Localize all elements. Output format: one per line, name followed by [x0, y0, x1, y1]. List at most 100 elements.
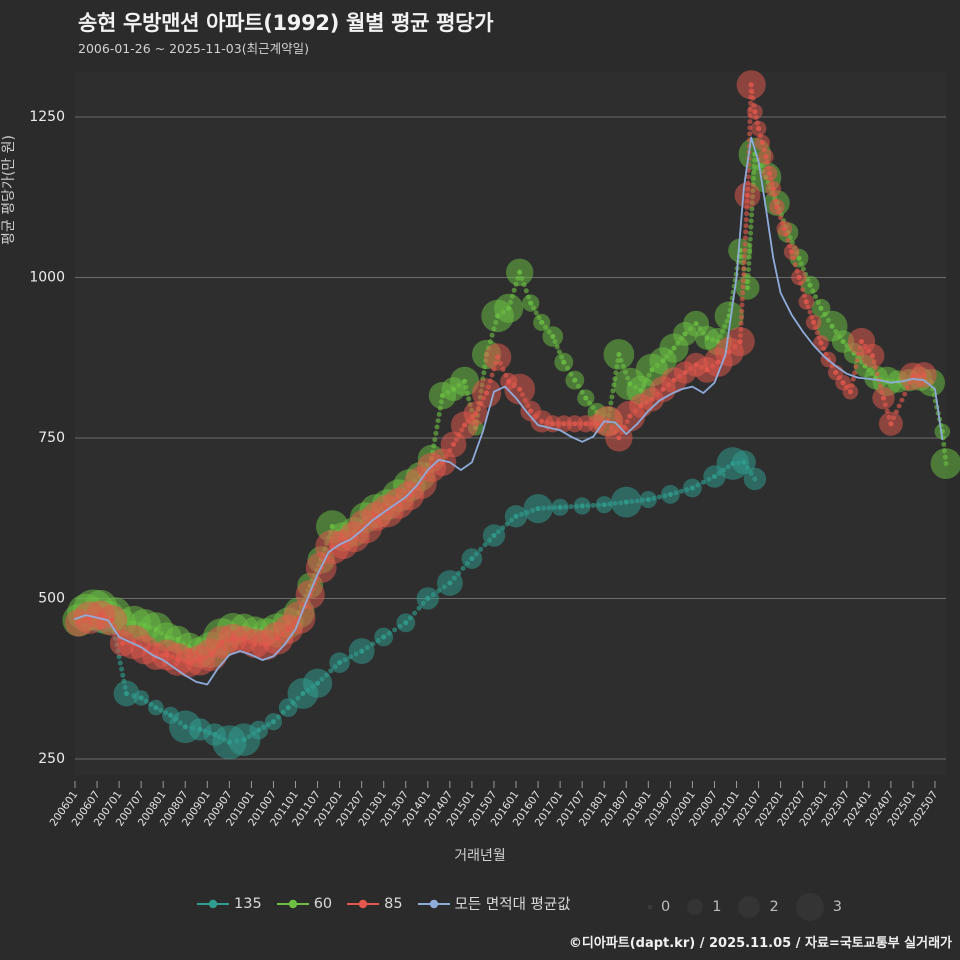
data-point-bubble[interactable] [878, 411, 903, 436]
data-point-bubble[interactable] [416, 587, 439, 610]
data-point-bubble[interactable] [872, 386, 895, 410]
x-axis-title: 거래년월 [454, 848, 506, 864]
series-85 [65, 70, 937, 678]
chart-legend: 135 60 85 모든 면적대 평균값 0 1 2 3 [0, 893, 960, 921]
data-point-bubble[interactable] [813, 335, 829, 351]
chart-header: 송현 우방맨션 아파트(1992) 월별 평균 평당가 2006-01-26 ~… [78, 8, 950, 59]
series-connector-dot [120, 672, 126, 678]
data-point-bubble[interactable] [798, 294, 815, 310]
data-point-bubble[interactable] [295, 580, 325, 610]
size-legend-item-2: 2 [738, 896, 789, 918]
series-connector-dot [747, 236, 753, 242]
legend-item-2[interactable]: 60 [276, 896, 332, 912]
data-point-bubble[interactable] [736, 70, 766, 100]
data-point-bubble[interactable] [765, 181, 782, 197]
series-connector-dot [746, 267, 751, 272]
data-point-bubble[interactable] [805, 314, 822, 331]
series-connector-dot [748, 230, 754, 236]
data-point-bubble[interactable] [329, 652, 350, 673]
data-point-bubble[interactable] [113, 680, 140, 707]
data-point-bubble[interactable] [565, 370, 585, 390]
data-point-bubble[interactable] [714, 301, 744, 331]
data-point-bubble[interactable] [133, 690, 149, 706]
data-point-bubble[interactable] [472, 378, 502, 408]
data-point-bubble[interactable] [506, 258, 534, 286]
series-connector-dot [852, 370, 858, 376]
y-axis-tick-label: 250 [38, 751, 65, 767]
series-connector-dot [800, 266, 806, 272]
data-point-bubble[interactable] [148, 699, 164, 716]
series-connector-dot [489, 332, 495, 338]
data-point-bubble[interactable] [504, 505, 528, 528]
data-point-bubble[interactable] [577, 389, 595, 407]
data-point-bubble[interactable] [758, 148, 774, 165]
data-point-bubble[interactable] [610, 486, 642, 518]
data-point-bubble[interactable] [523, 494, 553, 524]
data-point-bubble[interactable] [842, 383, 859, 400]
legend-item-3[interactable]: 85 [346, 896, 403, 912]
legend-item-4[interactable]: 모든 면적대 평균값 [417, 893, 571, 914]
data-point-bubble[interactable] [761, 165, 778, 182]
data-point-bubble[interactable] [573, 497, 591, 515]
series-connector-dot [778, 215, 784, 221]
series-average [74, 136, 944, 686]
data-point-bubble[interactable] [450, 366, 480, 396]
data-point-bubble[interactable] [725, 327, 755, 357]
data-point-bubble[interactable] [461, 548, 483, 569]
series-connector-dot [533, 310, 539, 316]
data-point-bubble[interactable] [483, 343, 512, 371]
series-connector-dot [850, 376, 856, 382]
data-point-bubble[interactable] [249, 720, 269, 740]
data-point-bubble[interactable] [776, 220, 793, 237]
data-point-bubble[interactable] [639, 491, 657, 509]
series-connector-dot [608, 400, 614, 406]
data-point-bubble[interactable] [791, 269, 807, 286]
data-point-bubble[interactable] [264, 713, 283, 731]
data-point-bubble[interactable] [542, 326, 564, 347]
data-point-bubble[interactable] [348, 638, 375, 664]
data-point-bubble[interactable] [96, 604, 128, 636]
data-point-bubble[interactable] [494, 293, 524, 323]
data-point-bubble[interactable] [605, 424, 633, 452]
series-connector-dot [896, 403, 902, 409]
footer-credit: ©디아파트(dapt.kr) / 2025.11.05 / 자료=국토교통부 실… [568, 936, 952, 951]
data-point-bubble[interactable] [731, 450, 756, 475]
data-point-bubble[interactable] [661, 485, 680, 504]
data-point-bubble[interactable] [482, 524, 506, 547]
series-60 [62, 137, 960, 668]
data-point-bubble[interactable] [595, 496, 613, 514]
data-point-bubble[interactable] [374, 627, 394, 647]
series-connector-dot [738, 314, 744, 320]
data-point-bubble[interactable] [735, 275, 760, 300]
data-point-bubble[interactable] [522, 294, 540, 312]
size-legend-label: 2 [769, 899, 779, 915]
data-point-bubble[interactable] [504, 373, 536, 405]
data-point-bubble[interactable] [551, 498, 569, 516]
series-connector-dot [511, 287, 517, 293]
legend-item-1[interactable]: 135 [196, 896, 262, 912]
data-point-bubble[interactable] [930, 448, 960, 479]
data-point-bubble[interactable] [750, 120, 767, 137]
data-point-bubble[interactable] [734, 182, 761, 209]
series-connector-dot [741, 266, 747, 271]
data-point-bubble[interactable] [533, 313, 551, 331]
data-point-bubble[interactable] [754, 134, 770, 151]
data-point-bubble[interactable] [303, 668, 333, 698]
data-point-bubble[interactable] [743, 467, 767, 491]
series-connector-dot [740, 290, 746, 296]
data-point-bubble[interactable] [554, 352, 574, 372]
data-point-bubble[interactable] [911, 362, 937, 388]
data-point-bubble[interactable] [934, 423, 951, 440]
data-point-bubble[interactable] [860, 343, 885, 368]
data-point-bubble[interactable] [396, 613, 416, 633]
series-connector-dot [746, 260, 752, 266]
data-point-bubble[interactable] [437, 570, 463, 596]
data-point-bubble[interactable] [769, 199, 785, 215]
data-point-bubble[interactable] [747, 104, 763, 120]
series-connector-dot [854, 357, 860, 363]
data-point-bubble[interactable] [463, 401, 488, 426]
data-point-bubble[interactable] [603, 339, 635, 370]
data-point-bubble[interactable] [783, 244, 800, 260]
data-point-bubble[interactable] [683, 478, 702, 498]
size-legend-circle-icon [795, 893, 824, 921]
